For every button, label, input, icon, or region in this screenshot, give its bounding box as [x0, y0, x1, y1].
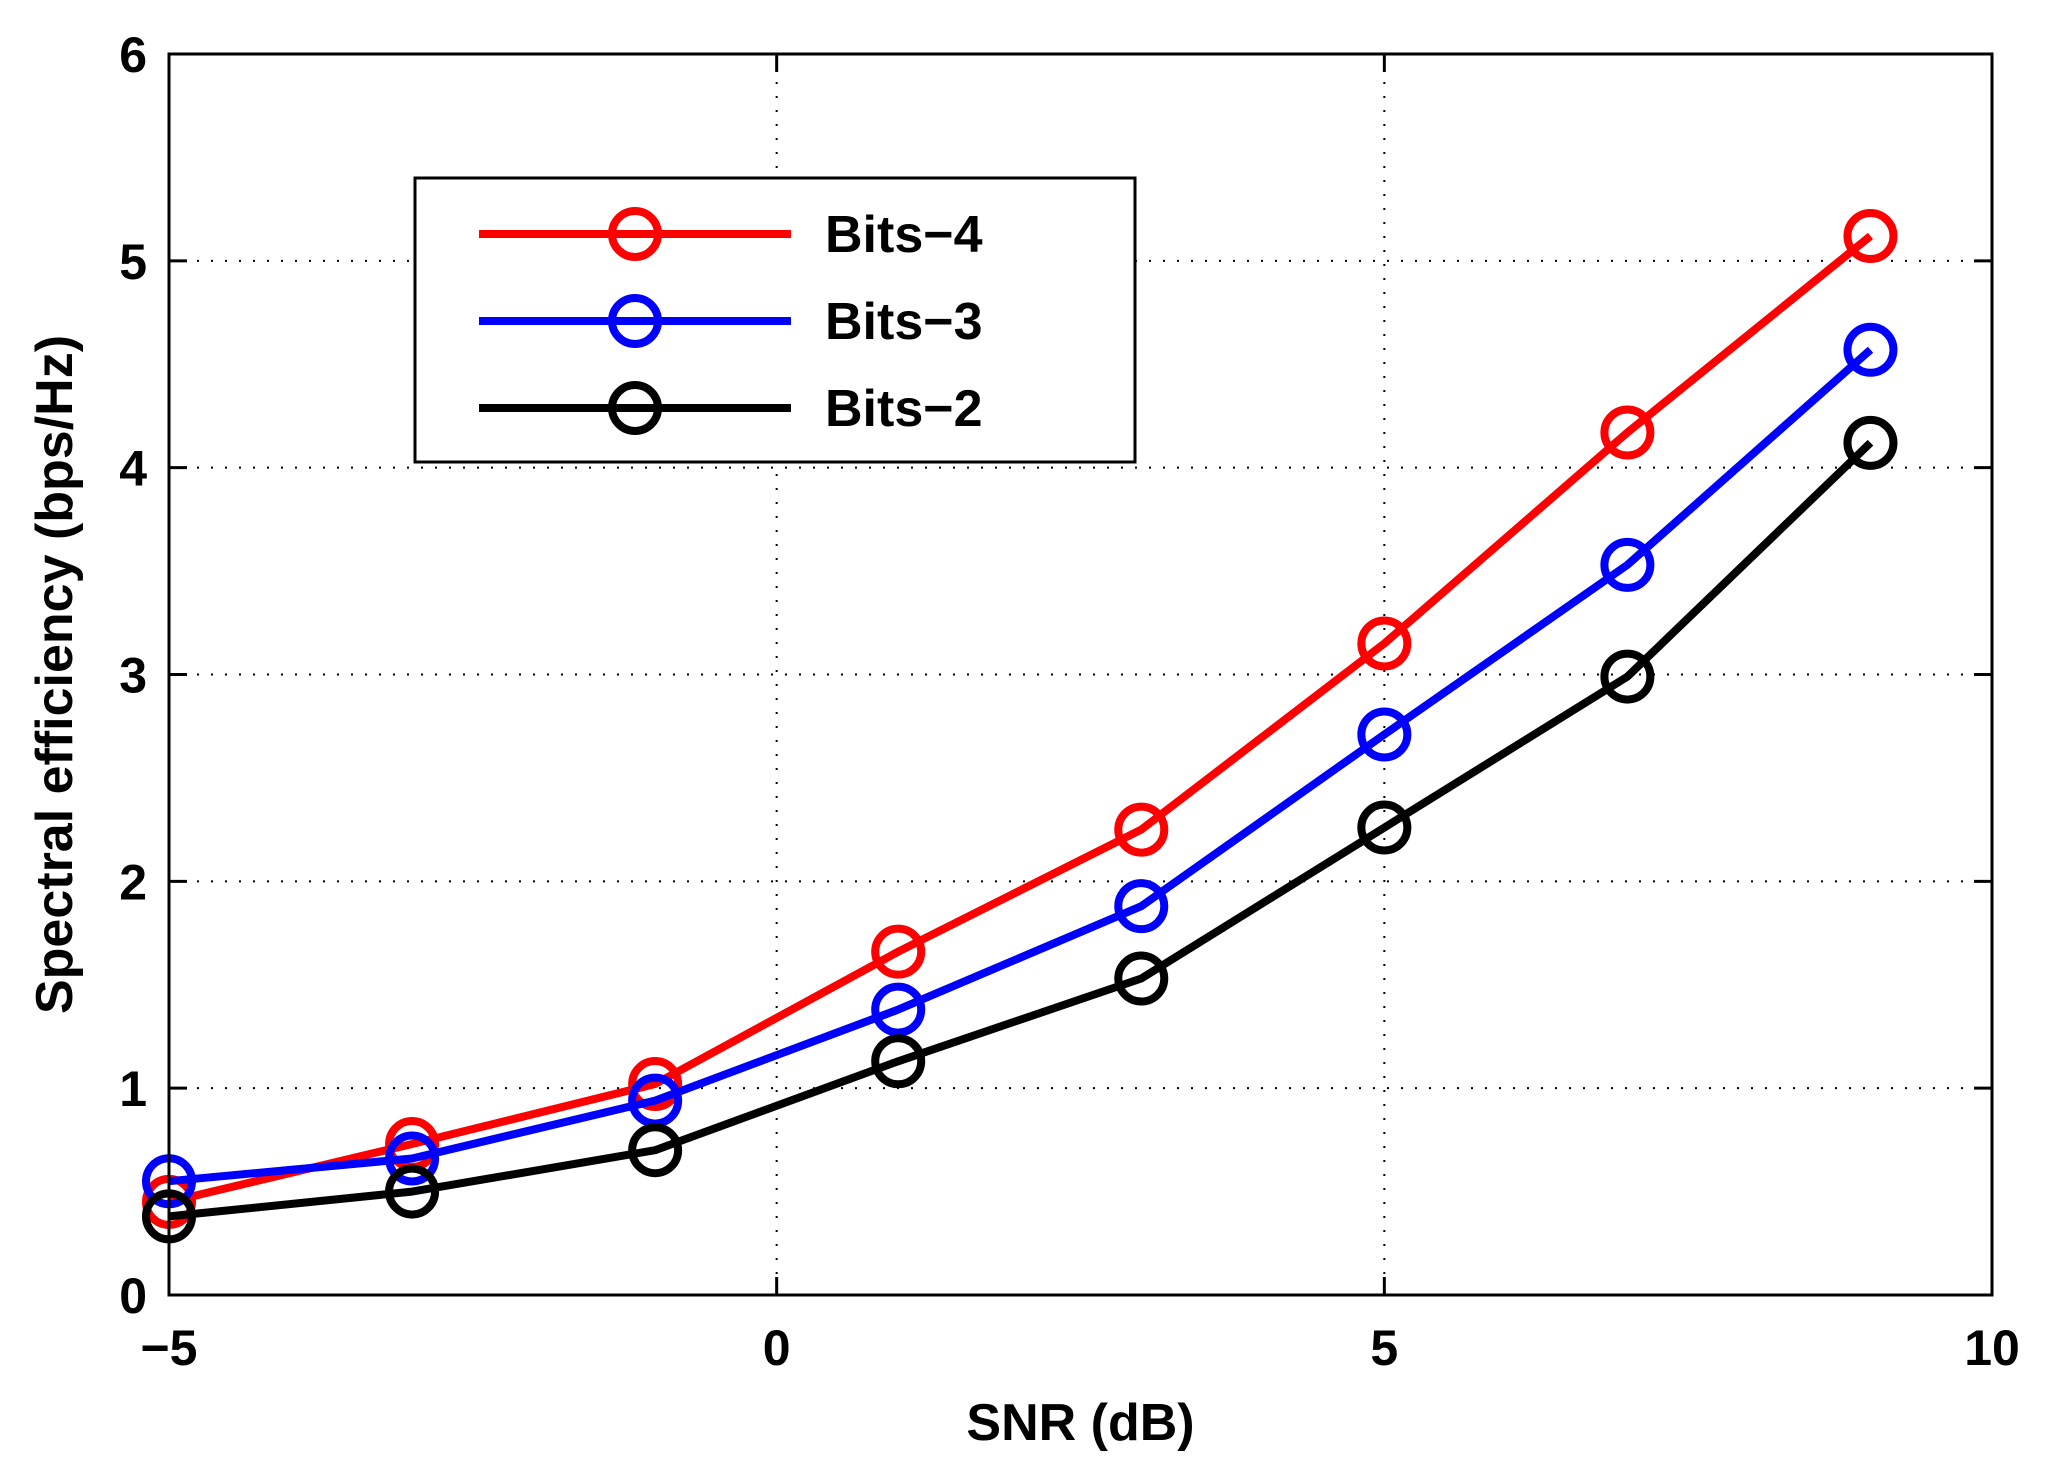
- data-point: [1600, 537, 1655, 592]
- y-tick-label: 1: [119, 1061, 147, 1117]
- legend-label: Bits−4: [825, 206, 983, 264]
- legend-marker: [608, 381, 662, 435]
- y-tick-label: 4: [119, 441, 147, 497]
- data-point: [1114, 879, 1169, 934]
- data-point: [1357, 616, 1412, 671]
- data-point: [871, 1034, 926, 1089]
- y-tick-label: 2: [119, 854, 147, 910]
- series-layer: [142, 209, 1898, 1244]
- data-point: [1114, 951, 1169, 1006]
- data-point: [871, 982, 926, 1037]
- data-point: [628, 1057, 683, 1112]
- data-point: [628, 1123, 683, 1178]
- y-tick-label: 0: [119, 1268, 147, 1324]
- y-tick-label: 3: [119, 648, 147, 704]
- y-tick-label: 6: [119, 27, 147, 83]
- x-tick-label: 10: [1964, 1320, 2020, 1376]
- data-point: [385, 1164, 440, 1219]
- data-point: [1114, 802, 1169, 857]
- x-tick-label: −5: [140, 1320, 197, 1376]
- series-line: [168, 439, 1874, 1221]
- data-point: [1843, 322, 1898, 377]
- series-line: [168, 346, 1874, 1186]
- y-tick-label: 5: [119, 234, 147, 290]
- x-axis-title: SNR (dB): [966, 1394, 1194, 1452]
- legend: Bits−4 Bits−3 Bits−2: [413, 176, 1137, 464]
- legend-marker: [608, 294, 662, 348]
- data-point: [1843, 415, 1898, 470]
- data-point: [1357, 707, 1412, 762]
- data-point: [1357, 800, 1412, 855]
- data-point: [1600, 405, 1655, 460]
- legend-label: Bits−3: [825, 293, 983, 351]
- legend-marker: [608, 207, 662, 261]
- data-point: [385, 1131, 440, 1186]
- y-axis-title: Spectral efficiency (bps/Hz): [26, 335, 84, 1014]
- legend-label: Bits−2: [825, 380, 983, 438]
- data-point: [1843, 209, 1898, 264]
- data-point: [871, 924, 926, 979]
- x-tick-label: 0: [763, 1320, 791, 1376]
- x-tick-label: 5: [1370, 1320, 1398, 1376]
- data-point: [1600, 649, 1655, 704]
- series-line: [168, 232, 1874, 1206]
